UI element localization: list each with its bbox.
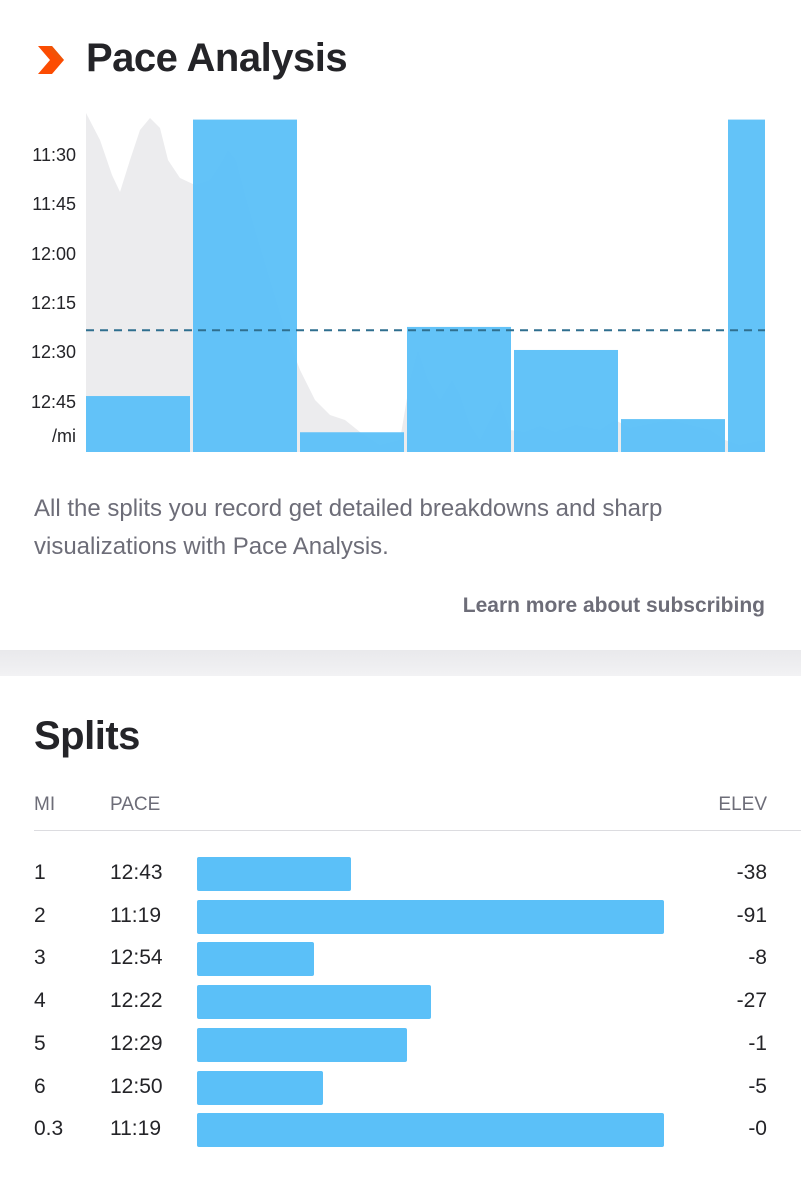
split-pace: 12:22	[110, 989, 163, 1013]
y-tick-label: 12:45	[30, 391, 76, 412]
split-pace: 11:19	[110, 1117, 161, 1141]
split-pace: 12:43	[110, 861, 163, 884]
header-mi: MI	[34, 794, 56, 815]
split-row[interactable]: 2 11:19 -91	[0, 899, 801, 934]
split-elevation: -38	[736, 861, 767, 884]
y-axis-unit: /mi	[52, 426, 76, 446]
split-pace-bar	[197, 942, 314, 977]
split-elevation: -0	[748, 1117, 767, 1141]
split-mile: 5	[34, 1031, 46, 1055]
header-pace: PACE	[110, 794, 161, 815]
split-mile: 4	[34, 989, 46, 1013]
split-row[interactable]: 3 12:54 -8	[0, 942, 801, 977]
split-pace-bar	[197, 1113, 664, 1148]
split-row[interactable]: 5 12:29 -1	[0, 1027, 801, 1062]
pace-analysis-description: All the splits you record get detailed b…	[34, 495, 663, 560]
pace-bar-0.3[interactable]	[728, 119, 765, 453]
split-mile: 2	[34, 903, 46, 927]
split-pace: 12:50	[110, 1074, 163, 1098]
pace-bar-1[interactable]	[86, 396, 190, 452]
splits-title: Splits	[34, 714, 140, 758]
pace-bar-2[interactable]	[193, 119, 297, 453]
split-elevation: -27	[736, 989, 767, 1013]
page-title: Pace Analysis	[86, 36, 348, 80]
split-elevation: -1	[748, 1031, 767, 1055]
strava-chevron-icon	[38, 46, 64, 74]
split-pace-bar	[197, 985, 431, 1020]
split-pace-bar	[197, 1070, 324, 1105]
pace-analysis-card: Pace Analysis 11:30 11:45 12:00 12:15 12:30 1…	[0, 0, 801, 617]
y-tick-label: 12:30	[30, 342, 76, 363]
pace-chart[interactable]	[0, 0, 801, 470]
split-row[interactable]: 6 12:50 -5	[0, 1070, 801, 1105]
header-elev: ELEV	[718, 794, 767, 815]
splits-card: Splits MI PACE ELEV 1 12:43 -38 2 11:19 -91 3 1…	[0, 676, 801, 1200]
section-divider	[0, 650, 801, 676]
split-pace: 12:54	[110, 946, 163, 970]
pace-bar-5[interactable]	[514, 349, 618, 452]
split-pace-bar	[197, 857, 352, 891]
pace-bar-6[interactable]	[621, 419, 725, 452]
y-tick-label: 12:15	[30, 292, 76, 313]
split-mile: 0.3	[34, 1117, 64, 1141]
pace-bar-4[interactable]	[407, 326, 511, 452]
learn-more-link[interactable]: Learn more about subscribing	[462, 594, 765, 617]
split-row[interactable]: 4 12:22 -27	[0, 985, 801, 1020]
split-elevation: -91	[736, 903, 767, 927]
pace-bar-3[interactable]	[300, 432, 404, 452]
split-elevation: -5	[748, 1074, 767, 1098]
split-mile: 3	[34, 946, 46, 970]
split-row[interactable]: 0.3 11:19 -0	[0, 1113, 801, 1148]
split-pace-bar	[197, 1027, 408, 1062]
split-mile: 1	[34, 861, 46, 884]
header-divider	[34, 830, 801, 831]
split-row[interactable]: 1 12:43 -38	[0, 857, 801, 891]
y-tick-label: 12:00	[30, 243, 76, 264]
y-tick-label: 11:30	[32, 144, 76, 165]
split-mile: 6	[34, 1074, 46, 1098]
split-elevation: -8	[748, 946, 767, 970]
split-pace-bar	[197, 899, 664, 934]
split-pace: 11:19	[110, 903, 161, 927]
split-pace: 12:29	[110, 1031, 163, 1055]
y-tick-label: 11:45	[32, 194, 76, 215]
